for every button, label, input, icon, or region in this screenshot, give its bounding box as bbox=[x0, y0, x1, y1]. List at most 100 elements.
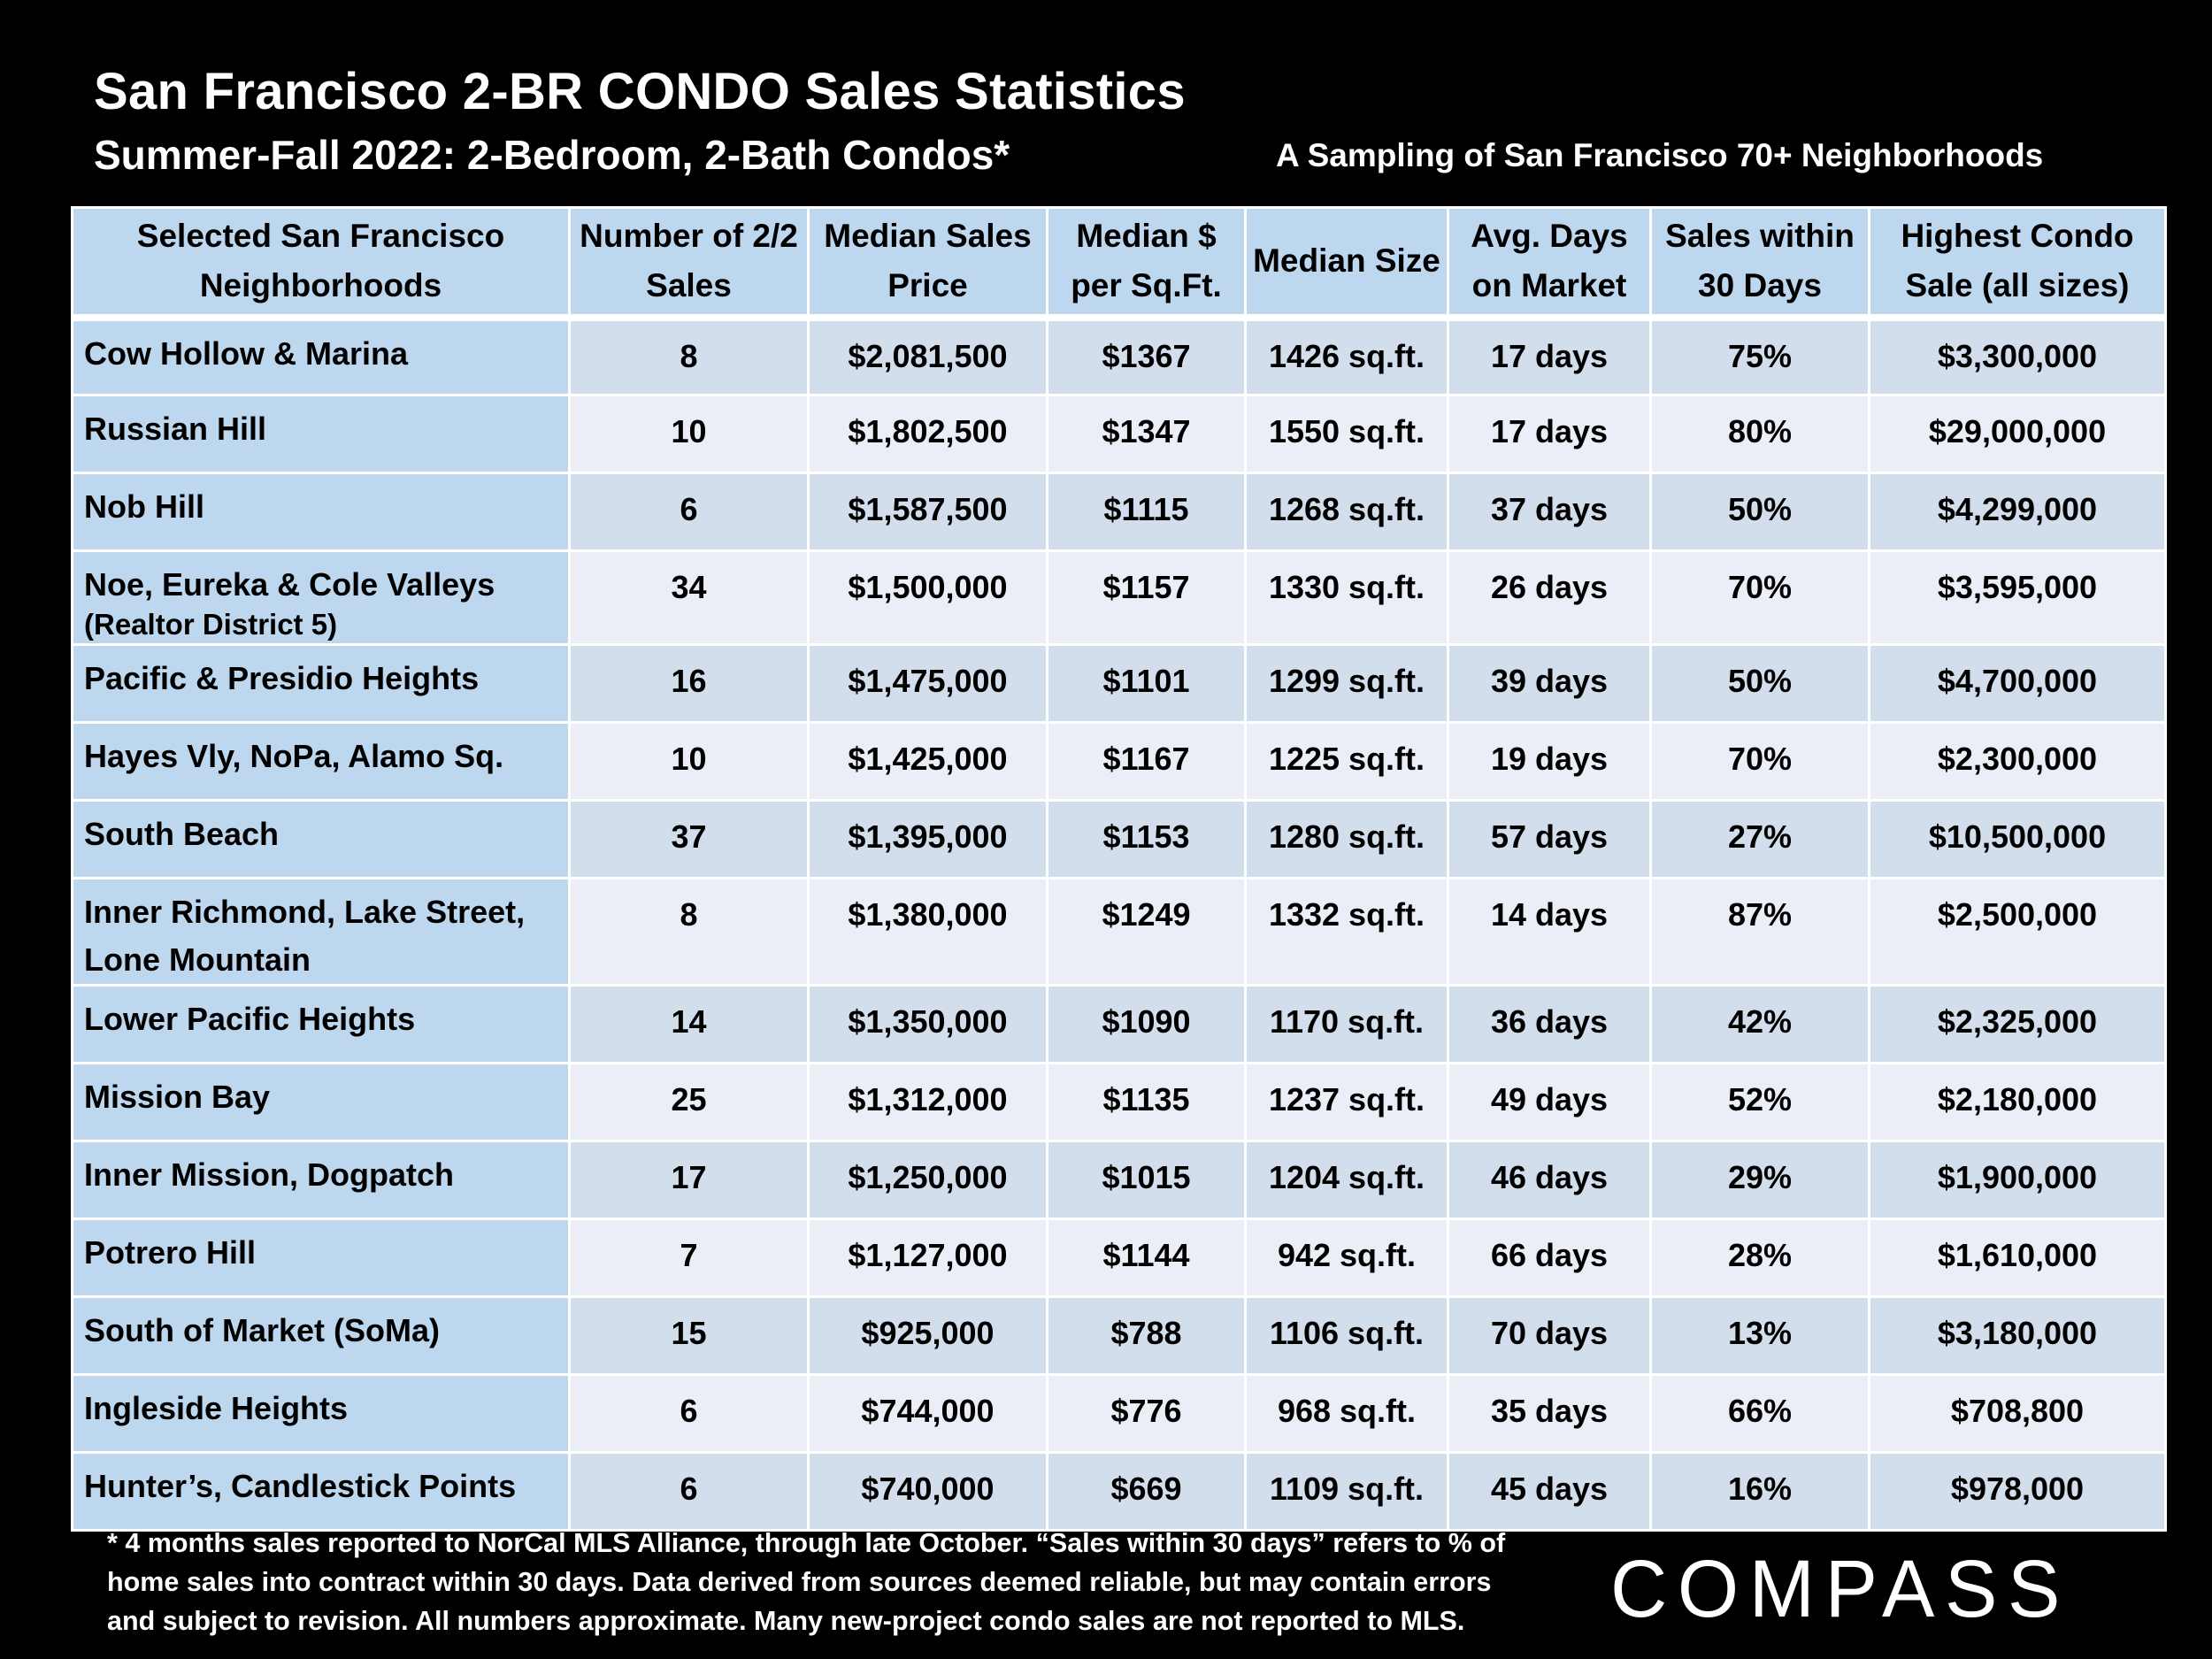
column-header: Median Size bbox=[1244, 206, 1449, 321]
median-size-cell: 1170 sq.ft. bbox=[1244, 984, 1449, 1064]
median-price-cell: $925,000 bbox=[807, 1295, 1048, 1376]
neighborhood-name: Russian Hill bbox=[84, 411, 267, 447]
neighborhood-name: South of Market (SoMa) bbox=[84, 1312, 440, 1348]
median-ppsf-cell: $669 bbox=[1046, 1451, 1247, 1532]
days-on-market-cell: 17 days bbox=[1447, 394, 1652, 474]
compass-logo: COMPASS bbox=[1610, 1544, 2060, 1632]
median-size-cell: 1204 sq.ft. bbox=[1244, 1140, 1449, 1220]
highest-sale-cell: $2,180,000 bbox=[1868, 1062, 2167, 1142]
median-ppsf-cell: $1249 bbox=[1046, 877, 1247, 987]
stats-table-container: Selected San Francisco Neighborhoods Num… bbox=[71, 206, 2167, 1532]
median-ppsf-cell: $1101 bbox=[1046, 643, 1247, 724]
median-size-cell: 1332 sq.ft. bbox=[1244, 877, 1449, 987]
median-ppsf-cell: $1153 bbox=[1046, 799, 1247, 879]
days-on-market-cell: 19 days bbox=[1447, 721, 1652, 802]
sales-count-cell: 37 bbox=[568, 799, 810, 879]
median-ppsf-cell: $1347 bbox=[1046, 394, 1247, 474]
table-row: South Beach 37 $1,395,000 $1153 1280 sq.ft. 5… bbox=[71, 799, 2167, 879]
median-size-cell: 1225 sq.ft. bbox=[1244, 721, 1449, 802]
days-on-market-cell: 17 days bbox=[1447, 316, 1652, 396]
median-price-cell: $1,312,000 bbox=[807, 1062, 1048, 1142]
days-on-market-cell: 14 days bbox=[1447, 877, 1652, 987]
highest-sale-cell: $978,000 bbox=[1868, 1451, 2167, 1532]
sales-within-30-cell: 66% bbox=[1649, 1373, 1870, 1454]
neighborhood-name: Inner Mission, Dogpatch bbox=[84, 1156, 455, 1193]
median-size-cell: 1237 sq.ft. bbox=[1244, 1062, 1449, 1142]
highest-sale-cell: $29,000,000 bbox=[1868, 394, 2167, 474]
neighborhood-name: Hayes Vly, NoPa, Alamo Sq. bbox=[84, 738, 504, 774]
sales-count-cell: 6 bbox=[568, 1373, 810, 1454]
table-row: Russian Hill 10 $1,802,500 $1347 1550 sq.ft.… bbox=[71, 394, 2167, 474]
neighborhood-name: Mission Bay bbox=[84, 1079, 271, 1115]
table-body: Cow Hollow & Marina 8 $2,081,500 $1367 1426 … bbox=[71, 316, 2167, 1532]
median-ppsf-cell: $788 bbox=[1046, 1295, 1247, 1376]
median-ppsf-cell: $1167 bbox=[1046, 721, 1247, 802]
median-ppsf-cell: $776 bbox=[1046, 1373, 1247, 1454]
neighborhood-cell: Russian Hill bbox=[71, 394, 571, 474]
neighborhood-name: Potrero Hill bbox=[84, 1234, 257, 1271]
sales-count-cell: 7 bbox=[568, 1217, 810, 1298]
highest-sale-cell: $3,300,000 bbox=[1868, 316, 2167, 396]
sales-within-30-cell: 50% bbox=[1649, 472, 1870, 552]
table-row: Noe, Eureka & Cole Valleys (Realtor Distr… bbox=[71, 549, 2167, 646]
sales-within-30-cell: 80% bbox=[1649, 394, 1870, 474]
neighborhood-cell: Inner Richmond, Lake Street, Lone Mounta… bbox=[71, 877, 571, 987]
median-size-cell: 968 sq.ft. bbox=[1244, 1373, 1449, 1454]
median-price-cell: $1,425,000 bbox=[807, 721, 1048, 802]
sales-count-cell: 8 bbox=[568, 316, 810, 396]
median-price-cell: $1,127,000 bbox=[807, 1217, 1048, 1298]
sales-count-cell: 10 bbox=[568, 721, 810, 802]
neighborhood-note: (Realtor District 5) bbox=[84, 608, 338, 641]
sales-count-cell: 8 bbox=[568, 877, 810, 987]
table-row: Mission Bay 25 $1,312,000 $1135 1237 sq.ft. 4… bbox=[71, 1062, 2167, 1142]
column-header: Number of 2/2 Sales bbox=[568, 206, 810, 321]
column-header: Sales within 30 Days bbox=[1649, 206, 1870, 321]
median-ppsf-cell: $1157 bbox=[1046, 549, 1247, 646]
median-price-cell: $1,395,000 bbox=[807, 799, 1048, 879]
neighborhood-name: Noe, Eureka & Cole Valleys bbox=[84, 566, 495, 603]
median-price-cell: $1,380,000 bbox=[807, 877, 1048, 987]
table-row: Hunter’s, Candlestick Points 6 $740,000 $66… bbox=[71, 1451, 2167, 1532]
median-price-cell: $1,350,000 bbox=[807, 984, 1048, 1064]
sales-count-cell: 16 bbox=[568, 643, 810, 724]
sales-within-30-cell: 28% bbox=[1649, 1217, 1870, 1298]
days-on-market-cell: 49 days bbox=[1447, 1062, 1652, 1142]
median-ppsf-cell: $1115 bbox=[1046, 472, 1247, 552]
table-row: Hayes Vly, NoPa, Alamo Sq. 10 $1,425,000 $1… bbox=[71, 721, 2167, 802]
sales-within-30-cell: 70% bbox=[1649, 721, 1870, 802]
days-on-market-cell: 39 days bbox=[1447, 643, 1652, 724]
sales-count-cell: 6 bbox=[568, 472, 810, 552]
median-price-cell: $1,500,000 bbox=[807, 549, 1048, 646]
neighborhood-name: Ingleside Heights bbox=[84, 1390, 349, 1426]
sales-count-cell: 6 bbox=[568, 1451, 810, 1532]
highest-sale-cell: $708,800 bbox=[1868, 1373, 2167, 1454]
neighborhood-name: Lower Pacific Heights bbox=[84, 1001, 416, 1037]
median-size-cell: 1426 sq.ft. bbox=[1244, 316, 1449, 396]
stats-table: Selected San Francisco Neighborhoods Num… bbox=[71, 206, 2167, 1532]
sales-count-cell: 15 bbox=[568, 1295, 810, 1376]
sales-within-30-cell: 70% bbox=[1649, 549, 1870, 646]
days-on-market-cell: 66 days bbox=[1447, 1217, 1652, 1298]
highest-sale-cell: $2,500,000 bbox=[1868, 877, 2167, 987]
days-on-market-cell: 37 days bbox=[1447, 472, 1652, 552]
median-ppsf-cell: $1135 bbox=[1046, 1062, 1247, 1142]
table-row: Nob Hill 6 $1,587,500 $1115 1268 sq.ft. 37 da… bbox=[71, 472, 2167, 552]
column-header: Highest Condo Sale (all sizes) bbox=[1868, 206, 2167, 321]
column-header: Selected San Francisco Neighborhoods bbox=[71, 206, 571, 321]
neighborhood-cell: Noe, Eureka & Cole Valleys (Realtor Distr… bbox=[71, 549, 571, 646]
table-row: Inner Richmond, Lake Street, Lone Mounta… bbox=[71, 877, 2167, 987]
days-on-market-cell: 26 days bbox=[1447, 549, 1652, 646]
neighborhood-name: Nob Hill bbox=[84, 488, 204, 525]
neighborhood-cell: Inner Mission, Dogpatch bbox=[71, 1140, 571, 1220]
median-price-cell: $2,081,500 bbox=[807, 316, 1048, 396]
table-row: Ingleside Heights 6 $744,000 $776 968 sq.ft.… bbox=[71, 1373, 2167, 1454]
median-ppsf-cell: $1144 bbox=[1046, 1217, 1247, 1298]
highest-sale-cell: $4,299,000 bbox=[1868, 472, 2167, 552]
highest-sale-cell: $10,500,000 bbox=[1868, 799, 2167, 879]
footnote: * 4 months sales reported to NorCal MLS … bbox=[107, 1528, 1506, 1636]
median-price-cell: $744,000 bbox=[807, 1373, 1048, 1454]
median-price-cell: $1,802,500 bbox=[807, 394, 1048, 474]
neighborhood-cell: South of Market (SoMa) bbox=[71, 1295, 571, 1376]
sales-within-30-cell: 29% bbox=[1649, 1140, 1870, 1220]
neighborhood-cell: Hunter’s, Candlestick Points bbox=[71, 1451, 571, 1532]
